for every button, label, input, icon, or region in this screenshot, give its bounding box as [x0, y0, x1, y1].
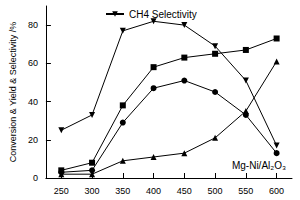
svg-text:400: 400 — [146, 186, 161, 196]
svg-text:300: 300 — [85, 186, 100, 196]
svg-text:Mg-Ni/Al₂O₃: Mg-Ni/Al₂O₃ — [232, 160, 286, 171]
svg-text:0: 0 — [33, 173, 38, 183]
svg-text:350: 350 — [115, 186, 130, 196]
svg-text:550: 550 — [238, 186, 253, 196]
svg-text:40: 40 — [28, 97, 38, 107]
svg-text:80: 80 — [28, 20, 38, 30]
svg-text:500: 500 — [208, 186, 223, 196]
svg-text:CH4 Selectivity: CH4 Selectivity — [129, 9, 197, 20]
svg-text:250: 250 — [54, 186, 69, 196]
svg-text:Conversion & Yield & Selectivi: Conversion & Yield & Selectivity /% — [8, 22, 18, 163]
svg-text:20: 20 — [28, 135, 38, 145]
svg-text:450: 450 — [177, 186, 192, 196]
svg-text:600: 600 — [269, 186, 284, 196]
svg-text:60: 60 — [28, 58, 38, 68]
